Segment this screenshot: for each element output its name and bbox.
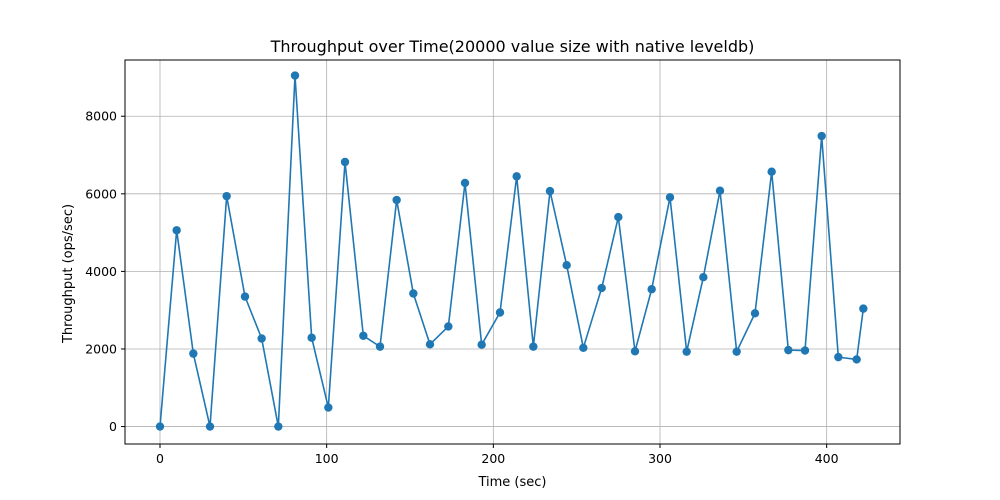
y-tick-label: 8000 [85,109,117,124]
data-point [240,292,250,301]
series-layer [155,71,868,431]
data-point [189,349,198,358]
data-point [512,172,521,181]
data-point [767,167,776,176]
data-point [222,191,231,201]
plot-frame [124,59,901,445]
x-tick-label: 0 [156,451,164,466]
data-point [750,309,760,318]
data-point [732,347,741,356]
data-point [529,342,538,351]
data-point [409,289,418,298]
chart-title: Throughput over Time(20000 value size wi… [270,37,755,56]
y-tick-label: 4000 [85,264,117,279]
data-point [784,345,793,355]
x-tick-label: 400 [815,451,839,466]
data-point [495,308,505,317]
data-point [340,157,350,167]
data-point [172,226,181,235]
data-point [205,422,215,431]
data-point [614,212,623,222]
data-point [699,273,708,282]
data-point [392,195,401,205]
x-tick-label: 100 [315,451,339,466]
data-point [274,422,283,431]
x-axis-label: Time (sec) [477,475,546,490]
data-point [257,334,266,343]
data-point [834,352,843,362]
data-point [665,193,675,202]
data-point [859,304,868,313]
x-tick-label: 300 [648,451,672,466]
data-point [545,186,555,196]
data-point [715,186,725,195]
data-point [579,343,588,353]
y-axis-label: Throughput (ops/sec) [61,204,76,344]
data-point [375,342,385,351]
data-point [324,403,333,412]
data-point [307,333,316,342]
data-point [630,347,640,356]
data-point [682,347,691,356]
data-point [477,340,486,349]
y-tick-label: 2000 [85,341,117,356]
data-point [562,260,571,270]
data-point [290,71,300,80]
data-point [647,285,656,294]
data-point [359,331,368,340]
data-point [852,355,861,364]
data-point [444,322,453,331]
grid [125,60,900,444]
x-tick-label: 200 [481,451,505,466]
data-point [460,178,470,188]
series-line [159,74,865,428]
y-tick-label: 6000 [85,186,117,201]
data-point [800,346,810,355]
data-point [425,340,435,349]
data-point [817,131,826,141]
data-point [597,283,606,293]
y-tick-label: 0 [109,419,117,434]
data-point [155,422,165,431]
